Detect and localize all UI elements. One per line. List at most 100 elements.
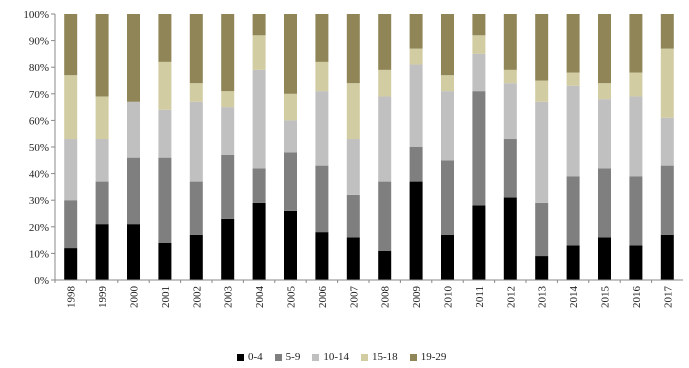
legend-item-19-29: 19-29 (409, 351, 447, 363)
legend-label: 15-18 (372, 351, 398, 363)
bar-segment-19-29-2002 (189, 14, 203, 84)
bar-segment-19-29-1998 (64, 14, 78, 76)
bar-segment-15-18-1999 (95, 96, 109, 140)
bar-segment-19-29-2007 (346, 14, 360, 84)
bar-segment-10-14-2010 (441, 91, 454, 161)
bar-segment-19-29-2010 (441, 14, 454, 76)
bar-segment-0-4-2011 (472, 205, 486, 280)
x-tick-label: 2015 (600, 286, 612, 309)
bar-segment-0-4-2010 (441, 234, 454, 280)
x-tick-label: 2006 (317, 286, 329, 309)
bar-segment-10-14-2004 (252, 69, 266, 169)
bar-segment-5-9-1999 (95, 181, 109, 225)
x-tick-label: 1999 (97, 286, 109, 309)
y-tick-label: 30% (29, 195, 49, 207)
bar-segment-19-29-2001 (158, 14, 172, 62)
bar-segment-15-18-2002 (189, 83, 203, 102)
bar-segment-5-9-2011 (472, 91, 486, 206)
bar-segment-19-29-2014 (566, 14, 580, 73)
bar-segment-19-29-2012 (503, 14, 517, 70)
bar-segment-15-18-2009 (409, 48, 423, 65)
bar-segment-0-4-2003 (221, 218, 235, 280)
bar-segment-19-29-2016 (629, 14, 643, 73)
bar-segment-0-4-1998 (64, 248, 78, 280)
x-tick-label: 2003 (223, 286, 235, 309)
bar-segment-15-18-2004 (252, 35, 266, 70)
bar-segment-19-29-2013 (535, 14, 549, 81)
bar-segment-15-18-2011 (472, 35, 486, 54)
y-tick-label: 10% (29, 248, 49, 260)
bar-segment-0-4-2013 (535, 256, 549, 280)
bar-segment-15-18-2016 (629, 72, 643, 97)
bar-segment-5-9-2013 (535, 202, 549, 257)
bar-segment-15-18-2015 (598, 83, 611, 100)
bar-segment-0-4-2006 (315, 232, 329, 280)
bar-segment-19-29-2000 (127, 14, 140, 102)
x-tick-label: 2011 (474, 286, 486, 308)
bar-segment-10-14-2015 (598, 99, 611, 169)
bar-segment-10-14-2006 (315, 91, 329, 166)
bar-segment-0-4-2001 (158, 242, 172, 280)
legend-label: 0-4 (248, 351, 263, 363)
x-tick-label: 2010 (443, 286, 455, 309)
bar-segment-5-9-2009 (409, 147, 423, 182)
legend-swatch (237, 353, 244, 361)
x-tick-label: 1998 (66, 286, 78, 309)
legend-label: 5-9 (285, 351, 301, 363)
bar-segment-5-9-2012 (503, 139, 517, 198)
bar-segment-0-4-2002 (189, 234, 203, 280)
bar-segment-19-29-2017 (660, 14, 674, 49)
bar-segment-15-18-2010 (441, 75, 454, 92)
bar-segment-5-9-2014 (566, 176, 580, 246)
x-tick-label: 2005 (286, 286, 298, 309)
bar-segment-19-29-2008 (378, 14, 392, 70)
x-tick-label: 2001 (160, 286, 172, 308)
bar-segment-15-18-2007 (346, 83, 360, 140)
bar-segment-19-29-2003 (221, 14, 235, 92)
legend-swatch (274, 353, 282, 361)
bar-segment-15-18-2017 (660, 48, 674, 118)
y-tick-label: 60% (29, 115, 49, 127)
bar-segment-5-9-2004 (252, 168, 266, 203)
bar-segment-10-14-2007 (346, 139, 360, 195)
y-tick-label: 70% (29, 89, 49, 101)
legend: 0-4 5-9 10-14 15-18 19-29 (237, 349, 458, 365)
bar-segment-5-9-2008 (378, 181, 392, 251)
bar-segment-0-4-2007 (346, 237, 360, 280)
bar-segment-15-18-2006 (315, 61, 329, 92)
bar-segment-15-18-1998 (64, 75, 78, 140)
bar-segment-10-14-2008 (378, 96, 392, 182)
x-tick-label: 2012 (505, 286, 517, 308)
bar-segment-10-14-2013 (535, 101, 549, 203)
bar-segment-0-4-2005 (284, 210, 297, 280)
legend-item-5-9: 5-9 (274, 351, 301, 363)
bar-segment-19-29-2011 (472, 14, 486, 36)
bar-segment-5-9-1998 (64, 200, 78, 249)
x-axis-ticks: 1998 1999 2000 2001 2002 2003 2004 2005 2006 2007… (54, 280, 674, 309)
legend-label: 19-29 (420, 351, 447, 363)
x-tick-label: 2000 (129, 286, 141, 309)
bar-segment-10-14-1998 (64, 139, 78, 201)
x-tick-label: 2002 (191, 286, 203, 308)
x-tick-label: 2009 (411, 286, 423, 309)
bar-segment-15-18-2003 (221, 91, 235, 108)
bar-segment-15-18-2013 (535, 80, 549, 102)
legend-item-0-4: 0-4 (237, 351, 263, 363)
bar-segment-19-29-2009 (409, 14, 423, 49)
bar-segment-0-4-2016 (629, 245, 643, 280)
bar-segment-10-14-2011 (472, 53, 486, 92)
x-tick-label: 2008 (380, 286, 392, 309)
bar-segment-10-14-2012 (503, 83, 517, 140)
axes (54, 14, 683, 281)
bar-segment-5-9-2001 (158, 157, 172, 243)
bar-segment-15-18-2005 (284, 93, 297, 121)
bar-segment-5-9-2005 (284, 152, 297, 211)
bars (64, 14, 674, 280)
bar-segment-0-4-2012 (503, 197, 517, 280)
bar-segment-15-18-2008 (378, 69, 392, 97)
x-tick-label: 2017 (662, 286, 674, 309)
bar-segment-15-18-2014 (566, 72, 580, 86)
bar-segment-10-14-2009 (409, 64, 423, 147)
bar-segment-0-4-2004 (252, 202, 266, 280)
